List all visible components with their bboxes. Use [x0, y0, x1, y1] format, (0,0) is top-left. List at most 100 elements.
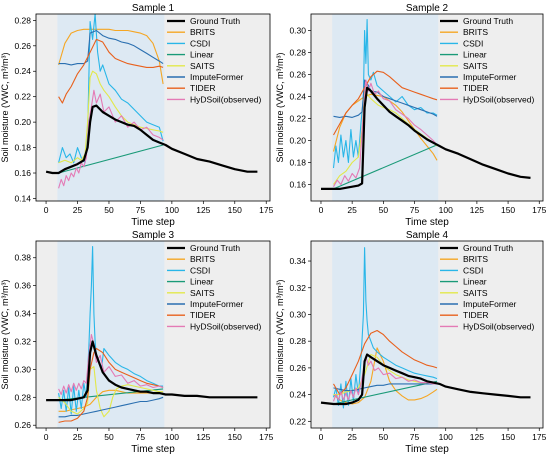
x-tick-label: 75 [410, 205, 420, 215]
x-tick-label: 50 [104, 205, 114, 215]
legend-label-brits: BRITS [463, 27, 488, 37]
legend-label-linear: Linear [190, 50, 214, 60]
legend-label-csdi: CSDI [190, 265, 210, 275]
legend-label-tider: TIDER [190, 310, 216, 320]
legend-label-ground-truth: Ground Truth [190, 243, 240, 253]
legend-label-linear: Linear [463, 50, 487, 60]
series-line-csdi [58, 14, 164, 164]
legend-label-saits: SAITS [463, 288, 488, 298]
x-tick-label: 150 [501, 432, 515, 442]
chart-panel-1: 0 25 50 75 100 125 150 175 0.14 0.16 0.18 0.20 0.22 0… [0, 3, 274, 228]
y-tick-label: 0.24 [289, 390, 306, 400]
plot-frame [310, 13, 544, 202]
y-tick-label: 0.26 [289, 363, 306, 373]
legend-label-hydsoil-observed: HyDSoil(observed) [463, 321, 534, 331]
legend-label-saits: SAITS [190, 61, 215, 71]
x-tick-label: 75 [136, 432, 146, 442]
x-axis-label: Time step [405, 444, 449, 455]
y-tick-label: 0.18 [289, 158, 306, 168]
y-tick-label: 0.22 [14, 92, 31, 102]
series-line-tider [333, 329, 438, 396]
legend-label-linear: Linear [463, 277, 487, 287]
series-line-ground-truth [45, 104, 258, 175]
plot-frame [35, 240, 271, 429]
legend-label-brits: BRITS [190, 27, 215, 37]
legend-label-imputeformer: ImputeFormer [463, 299, 517, 309]
y-tick-label: 0.28 [289, 336, 306, 346]
legend-label-brits: BRITS [190, 254, 215, 264]
legend-label-csdi: CSDI [463, 265, 483, 275]
y-tick-label: 0.30 [289, 26, 306, 36]
x-axis-label: Time step [405, 217, 449, 228]
x-tick-label: 100 [439, 432, 453, 442]
x-tick-label: 75 [410, 432, 420, 442]
y-tick-label: 0.22 [289, 416, 306, 426]
y-tick-label: 0.28 [14, 392, 31, 402]
chart-panel-4: 0 25 50 75 100 125 150 175 0.22 0.24 0.26 0.28 0.30 0… [275, 230, 547, 455]
series-line-csdi [332, 247, 438, 409]
legend-label-csdi: CSDI [190, 38, 210, 48]
x-tick-label: 75 [136, 205, 146, 215]
legend-label-tider: TIDER [190, 83, 216, 93]
x-tick-label: 125 [470, 432, 484, 442]
series-line-ground-truth [321, 86, 531, 190]
legend-label-linear: Linear [190, 277, 214, 287]
y-tick-label: 0.38 [14, 253, 31, 263]
chart-title: Sample 3 [132, 230, 175, 241]
x-tick-label: 0 [319, 205, 324, 215]
series-line-tider [58, 38, 164, 104]
legend-label-saits: SAITS [190, 288, 215, 298]
y-tick-label: 0.20 [289, 136, 306, 146]
series-line-hydsoil-observed [332, 356, 437, 402]
x-tick-label: 25 [73, 432, 83, 442]
series-line-imputeformer [58, 396, 164, 418]
y-tick-label: 0.30 [14, 364, 31, 374]
plot-frame [35, 13, 271, 202]
x-tick-label: 175 [259, 205, 273, 215]
x-tick-label: 175 [532, 432, 546, 442]
chart-title: Sample 2 [406, 3, 449, 14]
y-axis-label: Soil moisture (VWC, m³/m³) [0, 52, 10, 162]
x-tick-label: 25 [73, 205, 83, 215]
missing-window-region [57, 14, 165, 201]
chart-title: Sample 1 [132, 3, 175, 14]
y-tick-label: 0.24 [289, 92, 306, 102]
series-group [46, 246, 258, 423]
y-tick-label: 0.16 [14, 168, 31, 178]
y-tick-label: 0.26 [14, 420, 31, 430]
legend-label-saits: SAITS [463, 61, 488, 71]
x-tick-label: 0 [44, 205, 49, 215]
x-tick-label: 100 [165, 432, 179, 442]
series-line-hydsoil-observed [58, 333, 164, 396]
x-tick-label: 25 [347, 432, 357, 442]
series-group [45, 14, 258, 189]
series-line-csdi [58, 246, 164, 415]
legend-label-brits: BRITS [463, 254, 488, 264]
y-tick-label: 0.22 [289, 114, 306, 124]
x-axis-label: Time step [131, 444, 175, 455]
x-tick-label: 50 [104, 432, 114, 442]
y-tick-label: 0.28 [14, 15, 31, 25]
y-tick-label: 0.30 [289, 309, 306, 319]
legend-label-imputeformer: ImputeFormer [463, 72, 517, 82]
x-axis-label: Time step [131, 217, 175, 228]
y-tick-label: 0.26 [14, 41, 31, 51]
x-tick-label: 50 [379, 205, 389, 215]
series-line-ground-truth [320, 353, 531, 406]
x-tick-label: 150 [228, 205, 242, 215]
y-tick-label: 0.28 [289, 48, 306, 58]
legend-label-imputeformer: ImputeFormer [190, 72, 244, 82]
x-tick-label: 175 [259, 432, 273, 442]
series-line-saits [58, 70, 164, 164]
legend-label-tider: TIDER [463, 83, 489, 93]
y-tick-label: 0.36 [14, 281, 31, 291]
series-group [320, 247, 531, 409]
chart-panel-2: 0 25 50 75 100 125 150 175 0.16 0.18 0.20 0.22 0.24 0… [275, 3, 547, 228]
series-line-brits [58, 28, 164, 85]
series-group [321, 18, 531, 190]
y-axis-label: Soil moisture (VWC, m³/m³) [0, 279, 10, 389]
y-tick-label: 0.18 [14, 143, 31, 153]
chart-panel-3: 0 25 50 75 100 125 150 175 0.26 0.28 0.30 0.32 0.34 0… [0, 230, 274, 455]
